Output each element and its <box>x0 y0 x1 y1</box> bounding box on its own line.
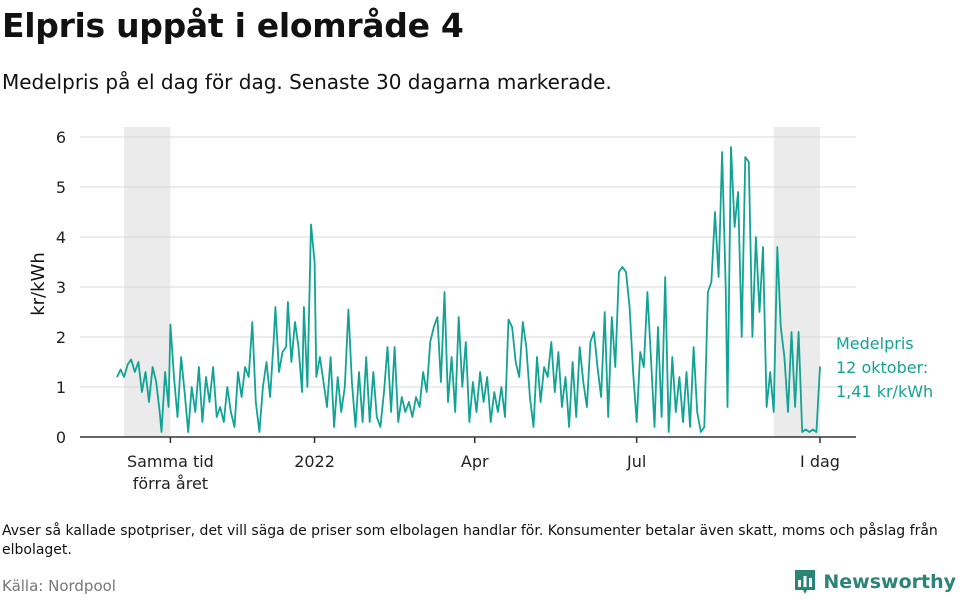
y-tick-label: 1 <box>56 378 66 397</box>
annotation-line: 12 oktober: <box>836 358 928 377</box>
shaded-period-1 <box>773 127 820 437</box>
price-series-line <box>116 146 821 433</box>
y-tick-label: 5 <box>56 178 66 197</box>
x-tick-label: Samma tid förra året <box>127 452 214 493</box>
y-tick-label: 0 <box>56 428 66 447</box>
chart-title: Elpris uppåt i elområde 4 <box>2 6 464 45</box>
brand-name: Newsworthy <box>823 571 956 593</box>
source-label: Källa: Nordpool <box>2 577 116 595</box>
y-tick-label: 6 <box>56 128 66 147</box>
x-tick-label: I dag <box>800 452 840 471</box>
x-tick-label: Apr <box>461 452 489 471</box>
y-axis-title: kr/kWh <box>28 252 49 316</box>
annotation-line: Medelpris <box>836 334 914 353</box>
price-chart: 0 1 2 3 4 5 6 kr/kWh Samma tid förra året 2022 Apr J… <box>28 127 933 493</box>
annotation-line: 1,41 kr/kWh <box>836 382 933 401</box>
newsworthy-logo: Newsworthy <box>793 568 956 596</box>
y-tick-label: 3 <box>56 278 66 297</box>
bar-chart-icon <box>795 570 816 594</box>
footnote: Avser så kallade spotpriser, det vill sä… <box>2 523 938 558</box>
x-tick-label: 2022 <box>294 452 335 471</box>
x-tick-label: Jul <box>626 452 646 471</box>
y-tick-label: 2 <box>56 328 66 347</box>
chart-subtitle: Medelpris på el dag för dag. Senaste 30 … <box>2 70 612 94</box>
y-tick-label: 4 <box>56 228 66 247</box>
